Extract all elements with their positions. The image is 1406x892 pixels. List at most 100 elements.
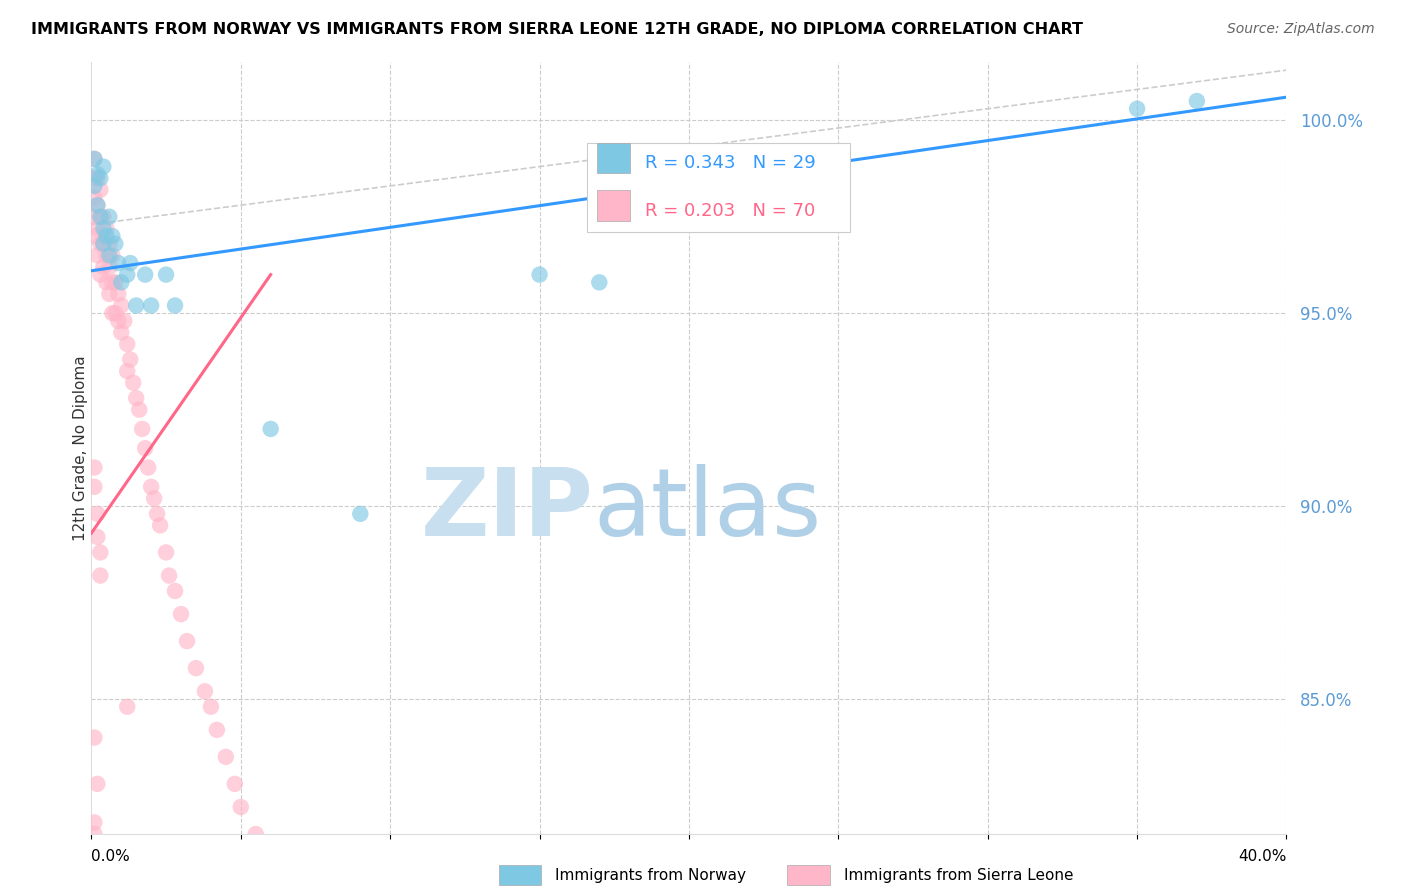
- Point: [96, 248, 118, 262]
- Point: [110, 326, 132, 340]
- Point: [107, 256, 129, 270]
- Text: atlas: atlas: [593, 464, 821, 556]
- Point: [115, 699, 138, 714]
- Point: [157, 568, 180, 582]
- Point: [163, 298, 186, 312]
- Point: [120, 352, 142, 367]
- Point: [86, 167, 108, 181]
- Point: [96, 276, 118, 290]
- Point: [1126, 102, 1149, 116]
- Point: [83, 460, 105, 475]
- Point: [143, 491, 166, 506]
- Point: [107, 286, 129, 301]
- Point: [98, 260, 121, 274]
- Point: [86, 248, 108, 262]
- Point: [83, 815, 105, 830]
- Point: [215, 749, 238, 764]
- Point: [245, 827, 267, 841]
- Point: [89, 568, 111, 582]
- Point: [104, 276, 127, 290]
- Point: [83, 210, 105, 224]
- Point: [134, 268, 156, 282]
- Point: [224, 777, 246, 791]
- Text: Immigrants from Norway: Immigrants from Norway: [555, 869, 747, 883]
- Point: [83, 178, 105, 193]
- FancyBboxPatch shape: [588, 144, 851, 232]
- Point: [89, 236, 111, 251]
- Point: [83, 152, 105, 166]
- Point: [136, 460, 159, 475]
- Point: [149, 518, 172, 533]
- Point: [146, 507, 169, 521]
- Point: [89, 545, 111, 559]
- Point: [176, 634, 198, 648]
- Text: R = 0.203   N = 70: R = 0.203 N = 70: [645, 202, 815, 219]
- Point: [93, 221, 115, 235]
- Point: [93, 160, 115, 174]
- Point: [101, 248, 124, 262]
- Point: [104, 306, 127, 320]
- Point: [86, 530, 108, 544]
- Point: [96, 221, 118, 235]
- Point: [200, 699, 222, 714]
- Text: R = 0.343   N = 29: R = 0.343 N = 29: [645, 153, 815, 172]
- Point: [98, 286, 121, 301]
- Point: [125, 298, 148, 312]
- Text: Immigrants from Sierra Leone: Immigrants from Sierra Leone: [844, 869, 1073, 883]
- Point: [83, 171, 105, 186]
- Point: [122, 376, 145, 390]
- Point: [349, 507, 371, 521]
- Point: [83, 229, 105, 244]
- Point: [155, 545, 177, 559]
- Point: [120, 256, 142, 270]
- Point: [86, 507, 108, 521]
- Point: [83, 190, 105, 204]
- Point: [86, 221, 108, 235]
- Point: [93, 210, 115, 224]
- Point: [98, 210, 121, 224]
- Point: [229, 800, 252, 814]
- Point: [112, 314, 135, 328]
- Point: [86, 777, 108, 791]
- Point: [93, 260, 115, 274]
- Point: [89, 183, 111, 197]
- Point: [83, 827, 105, 841]
- Point: [141, 480, 163, 494]
- Point: [529, 268, 551, 282]
- Point: [588, 276, 610, 290]
- Point: [96, 229, 118, 244]
- Point: [131, 422, 153, 436]
- Point: [259, 422, 281, 436]
- Point: [83, 731, 105, 745]
- Text: 0.0%: 0.0%: [91, 849, 131, 864]
- Y-axis label: 12th Grade, No Diploma: 12th Grade, No Diploma: [73, 355, 87, 541]
- Point: [125, 391, 148, 405]
- Point: [89, 210, 111, 224]
- Point: [83, 152, 105, 166]
- Point: [93, 236, 115, 251]
- Point: [184, 661, 207, 675]
- Text: IMMIGRANTS FROM NORWAY VS IMMIGRANTS FROM SIERRA LEONE 12TH GRADE, NO DIPLOMA CO: IMMIGRANTS FROM NORWAY VS IMMIGRANTS FRO…: [31, 22, 1083, 37]
- Point: [115, 337, 138, 351]
- Point: [98, 236, 121, 251]
- Point: [194, 684, 217, 698]
- Point: [93, 236, 115, 251]
- Point: [163, 584, 186, 599]
- Point: [86, 198, 108, 212]
- Point: [170, 607, 193, 621]
- Point: [259, 847, 281, 861]
- Point: [141, 298, 163, 312]
- Point: [98, 248, 121, 262]
- Point: [110, 276, 132, 290]
- Point: [89, 210, 111, 224]
- Point: [107, 314, 129, 328]
- Point: [104, 236, 127, 251]
- Point: [115, 268, 138, 282]
- Point: [134, 441, 156, 455]
- Point: [83, 480, 105, 494]
- Text: 40.0%: 40.0%: [1239, 849, 1286, 864]
- Point: [86, 198, 108, 212]
- Point: [128, 402, 150, 417]
- Text: Source: ZipAtlas.com: Source: ZipAtlas.com: [1227, 22, 1375, 37]
- Point: [89, 171, 111, 186]
